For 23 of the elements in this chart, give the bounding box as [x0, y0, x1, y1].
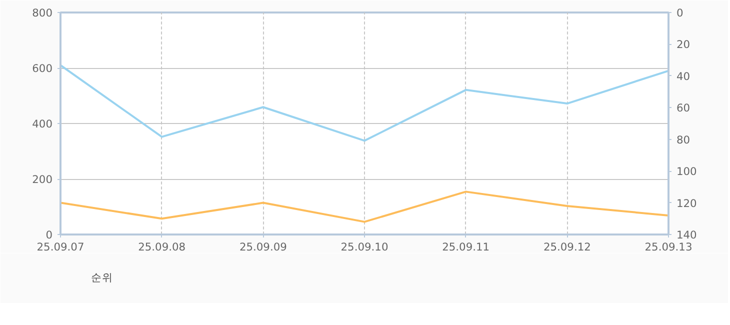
y2-tick-label: 40 — [676, 70, 690, 83]
y2-tick-label: 60 — [676, 102, 690, 115]
y-tick-label: 400 — [32, 118, 53, 130]
line-series — [60, 190, 668, 223]
y-tick-label: 200 — [32, 173, 53, 186]
x-tick-label: 25.09.10 — [340, 240, 388, 254]
line-series — [60, 64, 668, 142]
y2-tick-label: 20 — [676, 38, 690, 52]
x-tick-label: 25.09.11 — [442, 240, 490, 254]
y-tick-label: 0 — [46, 228, 53, 242]
y2-tick-label: 140 — [676, 228, 698, 242]
y2-tick-label: 120 — [676, 196, 698, 210]
y-tick-label: 800 — [32, 6, 53, 20]
x-tick-label: 25.09.12 — [543, 240, 591, 254]
y2-tick-label: 0 — [676, 6, 684, 20]
y2-tick-label: 80 — [676, 133, 690, 146]
x-tick-label: 25.09.13 — [644, 240, 692, 254]
x-tick-label: 25.09.08 — [138, 240, 186, 254]
y2-tick-label: 100 — [676, 165, 698, 178]
text: 순위 — [91, 271, 113, 285]
x-tick-label: 25.09.09 — [239, 240, 288, 254]
y-tick-label: 600 — [32, 62, 53, 75]
x-tick-label: 25.09.07 — [36, 240, 84, 254]
